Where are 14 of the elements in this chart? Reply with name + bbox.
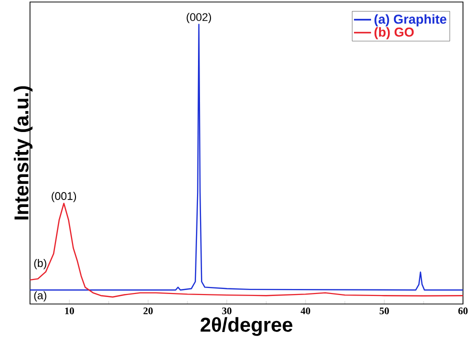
annotation: (001) <box>52 192 76 202</box>
x-tick-label: 20 <box>144 308 153 314</box>
x-tick-label: 10 <box>65 308 74 314</box>
x-tick-label: 30 <box>222 308 232 314</box>
x-tick-label: 50 <box>380 308 389 314</box>
x-axis-title: 2θ/degree <box>200 317 292 336</box>
annotation: (b) <box>34 258 46 270</box>
x-tick-label: 60 <box>458 308 468 314</box>
y-axis-title: Intensity (a.u.) <box>14 86 32 220</box>
annotation: (002) <box>186 12 212 24</box>
annotation: (a) <box>34 291 46 302</box>
legend-label: (b) GO <box>374 27 414 40</box>
x-tick-label: 40 <box>300 308 310 314</box>
legend-label: (a) Graphite <box>374 14 446 26</box>
